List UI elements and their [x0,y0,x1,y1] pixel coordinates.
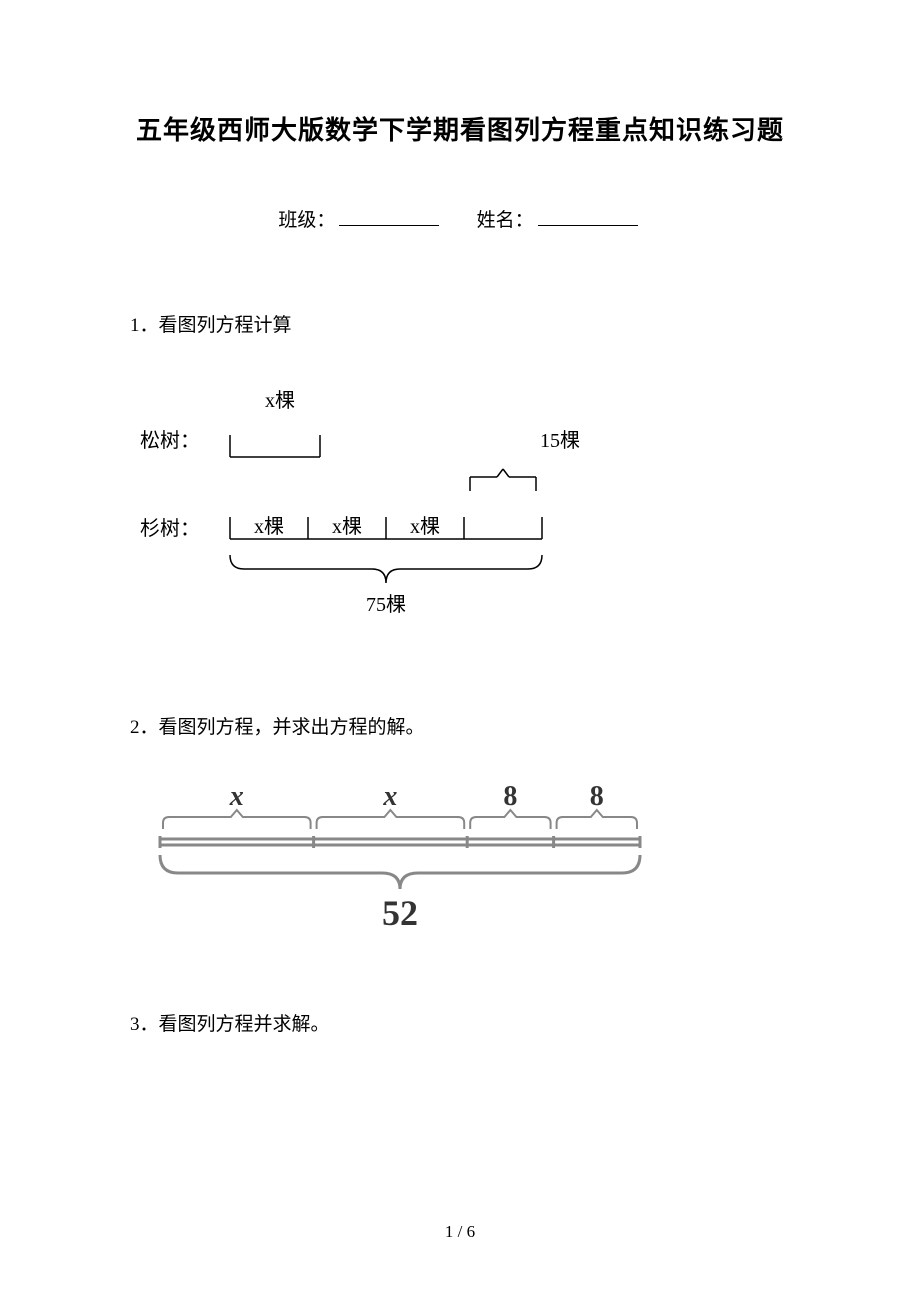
q2-text: 看图列方程，并求出方程的解。 [159,717,425,738]
q1-num: 1． [130,315,159,336]
svg-text:x棵: x棵 [265,389,295,412]
svg-text:松树：: 松树： [140,429,200,452]
svg-text:x棵: x棵 [332,515,362,538]
svg-text:x: x [229,781,244,812]
question-3: 3．看图列方程并求解。 [130,1009,790,1036]
class-label: 班级： [278,210,335,231]
meta-line: 班级： 姓名： [130,205,790,232]
page-total: 6 [467,1222,476,1241]
page-title: 五年级西师大版数学下学期看图列方程重点知识练习题 [130,110,790,147]
svg-text:杉树：: 杉树： [140,517,200,540]
svg-text:75棵: 75棵 [366,593,406,616]
question-1: 1．看图列方程计算 [130,310,790,337]
svg-text:8: 8 [503,781,517,812]
page-footer: 1 / 6 [0,1222,920,1242]
q1-text: 看图列方程计算 [159,315,292,336]
class-blank [339,207,439,226]
svg-text:x棵: x棵 [410,515,440,538]
page-sep: / [453,1222,466,1241]
svg-text:15棵: 15棵 [540,429,580,452]
svg-text:8: 8 [590,781,604,812]
figure-2-svg: x x 8 8 52 [140,779,660,944]
q3-text: 看图列方程并求解。 [159,1014,330,1035]
svg-text:x棵: x棵 [254,515,284,538]
q3-num: 3． [130,1014,159,1035]
svg-text:52: 52 [382,893,418,933]
question-2: 2．看图列方程，并求出方程的解。 [130,712,790,739]
name-blank [538,207,638,226]
name-label: 姓名： [477,210,534,231]
figure-1-svg: x棵松树：15棵杉树：x棵x棵x棵75棵 [140,377,620,637]
svg-text:x: x [382,781,397,812]
figure-2: x x 8 8 52 [140,779,790,949]
figure-1: x棵松树：15棵杉树：x棵x棵x棵75棵 [140,377,790,642]
q2-num: 2． [130,717,159,738]
